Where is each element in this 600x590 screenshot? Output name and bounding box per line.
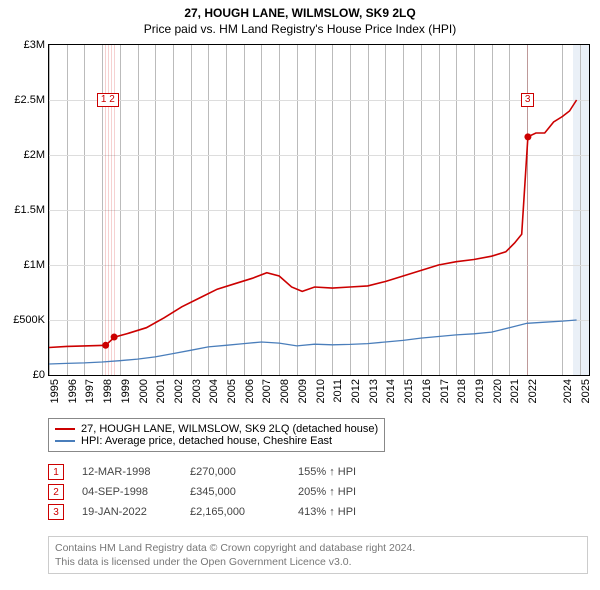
sale-pct-hpi: 413% ↑ HPI	[298, 506, 388, 518]
x-tick-label: 2003	[191, 379, 203, 403]
x-tick-label: 1999	[120, 379, 132, 403]
sale-event-marker: 3	[521, 93, 535, 107]
x-tick-label: 2012	[350, 379, 362, 403]
y-tick-label: £1M	[24, 259, 45, 271]
sale-price: £2,165,000	[190, 506, 280, 518]
sale-date: 04-SEP-1998	[82, 486, 172, 498]
legend-swatch	[55, 428, 75, 430]
x-tick-label: 2009	[297, 379, 309, 403]
y-tick-label: £0	[33, 369, 45, 381]
x-tick-label: 2006	[244, 379, 256, 403]
x-tick-label: 2005	[226, 379, 238, 403]
sales-table: 1 12-MAR-1998 £270,000 155% ↑ HPI 2 04-SEP-19…	[48, 462, 388, 522]
x-tick-label: 2019	[474, 379, 486, 403]
sale-price: £345,000	[190, 486, 280, 498]
y-tick-label: £3M	[24, 39, 45, 51]
x-tick-label: 1998	[102, 379, 114, 403]
chart-area: 1995199619971998199920002001200220032004…	[48, 44, 590, 376]
sale-dot	[111, 334, 118, 341]
x-tick-label: 2022	[527, 379, 539, 403]
y-tick-label: £2M	[24, 149, 45, 161]
x-tick-label: 2004	[208, 379, 220, 403]
legend-label: HPI: Average price, detached house, Ches…	[81, 435, 332, 447]
legend-swatch	[55, 440, 75, 442]
x-tick-label: 2014	[385, 379, 397, 403]
x-tick-label: 2020	[492, 379, 504, 403]
x-tick-label: 2001	[155, 379, 167, 403]
sale-id-badge: 1	[48, 464, 64, 480]
x-tick-label: 2013	[368, 379, 380, 403]
x-tick-label: 2000	[138, 379, 150, 403]
sale-dot	[524, 133, 531, 140]
plot-svg	[49, 45, 589, 375]
sale-dot	[102, 342, 109, 349]
footer-attribution: Contains HM Land Registry data © Crown c…	[48, 536, 588, 574]
x-tick-label: 2007	[261, 379, 273, 403]
series-line	[49, 100, 577, 348]
footer-line-1: Contains HM Land Registry data © Crown c…	[55, 541, 581, 555]
x-tick-label: 2016	[421, 379, 433, 403]
legend: 27, HOUGH LANE, WILMSLOW, SK9 2LQ (detac…	[48, 418, 385, 452]
sales-row: 1 12-MAR-1998 £270,000 155% ↑ HPI	[48, 462, 388, 482]
x-tick-label: 2008	[279, 379, 291, 403]
x-tick-label: 2011	[332, 379, 344, 403]
x-tick-label: 2010	[315, 379, 327, 403]
series-line	[49, 320, 577, 364]
x-tick-label: 2021	[509, 379, 521, 403]
x-tick-label: 2024	[562, 379, 574, 403]
sales-row: 3 19-JAN-2022 £2,165,000 413% ↑ HPI	[48, 502, 388, 522]
x-tick-label: 1996	[67, 379, 79, 403]
y-tick-label: £2.5M	[14, 94, 45, 106]
sale-pct-hpi: 205% ↑ HPI	[298, 486, 388, 498]
sale-id-badge: 2	[48, 484, 64, 500]
x-tick-label: 2002	[173, 379, 185, 403]
legend-label: 27, HOUGH LANE, WILMSLOW, SK9 2LQ (detac…	[81, 423, 378, 435]
footer-line-2: This data is licensed under the Open Gov…	[55, 555, 581, 569]
y-tick-label: £500K	[13, 314, 45, 326]
chart-subtitle: Price paid vs. HM Land Registry's House …	[0, 20, 600, 40]
x-tick-label: 1997	[84, 379, 96, 403]
y-tick-label: £1.5M	[14, 204, 45, 216]
x-tick-label: 2018	[456, 379, 468, 403]
x-tick-label: 2025	[580, 379, 592, 403]
legend-row: 27, HOUGH LANE, WILMSLOW, SK9 2LQ (detac…	[55, 423, 378, 435]
sale-id-badge: 3	[48, 504, 64, 520]
sale-event-marker: 1 2	[97, 93, 119, 107]
x-tick-label: 2015	[403, 379, 415, 403]
legend-row: HPI: Average price, detached house, Ches…	[55, 435, 378, 447]
sale-price: £270,000	[190, 466, 280, 478]
x-tick-label: 1995	[49, 379, 61, 403]
sale-date: 19-JAN-2022	[82, 506, 172, 518]
x-tick-label: 2017	[439, 379, 451, 403]
sales-row: 2 04-SEP-1998 £345,000 205% ↑ HPI	[48, 482, 388, 502]
sale-pct-hpi: 155% ↑ HPI	[298, 466, 388, 478]
sale-date: 12-MAR-1998	[82, 466, 172, 478]
chart-title: 27, HOUGH LANE, WILMSLOW, SK9 2LQ	[0, 0, 600, 20]
